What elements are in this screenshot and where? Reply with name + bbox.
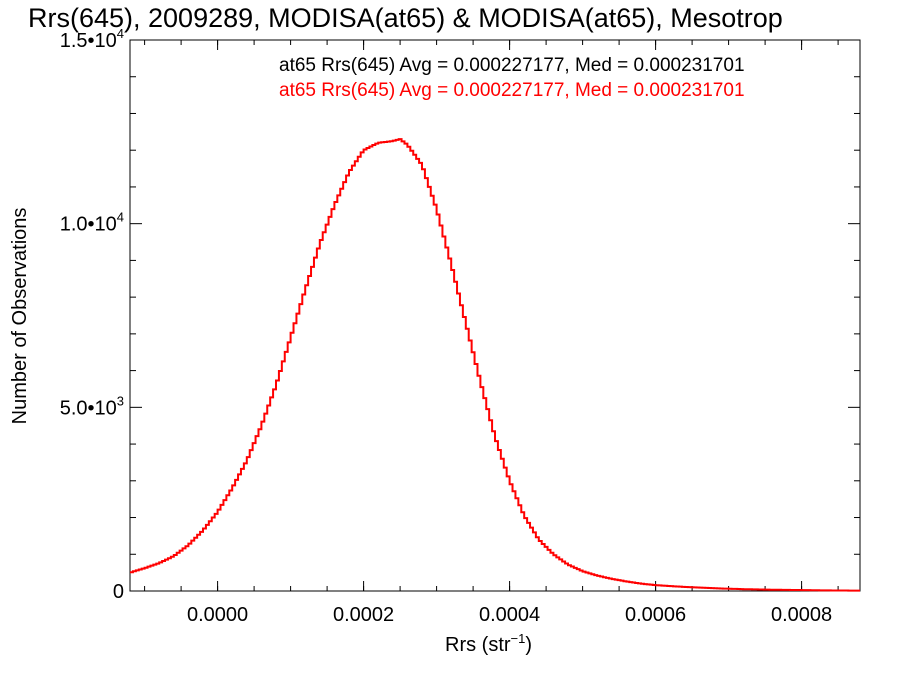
plot-frame bbox=[129, 39, 861, 592]
x-tick-label: 0.0006 bbox=[625, 604, 686, 626]
x-axis-label: Rrs (str−1) bbox=[445, 631, 532, 656]
y-tick-label-base: 0 bbox=[113, 581, 124, 603]
x-axis-label-exponent: −1 bbox=[511, 631, 526, 646]
y-tick-label-base: 5.0•10 bbox=[60, 397, 117, 419]
y-tick-label-base: 1.5•10 bbox=[60, 30, 117, 52]
y-tick-label-exponent: 4 bbox=[117, 26, 124, 41]
y-tick-label-exponent: 4 bbox=[117, 210, 124, 225]
y-tick-label: 1.0•104 bbox=[60, 210, 124, 236]
y-tick-label: 5.0•103 bbox=[60, 393, 124, 419]
histogram-series-line bbox=[130, 138, 860, 592]
x-axis-label-text: Rrs (str bbox=[445, 634, 511, 656]
legend-entry-1: at65 Rrs(645) Avg = 0.000227177, Med = 0… bbox=[279, 55, 745, 76]
legend-entry-2: at65 Rrs(645) Avg = 0.000227177, Med = 0… bbox=[279, 80, 745, 101]
y-tick-label-base: 1.0•10 bbox=[60, 214, 117, 236]
chart-title: Rrs(645), 2009289, MODISA(at65) & MODISA… bbox=[28, 3, 783, 33]
y-tick-label-exponent: 3 bbox=[117, 393, 124, 408]
y-axis-label: Number of Observations bbox=[9, 208, 31, 425]
x-axis: 0.0000 0.0002 0.0004 0.0006 0.0008 bbox=[144, 40, 839, 626]
x-axis-label-close: ) bbox=[525, 634, 532, 656]
x-tick-label: 0.0008 bbox=[771, 604, 832, 626]
x-tick-label: 0.0002 bbox=[333, 604, 394, 626]
y-tick-label: 1.5•104 bbox=[60, 26, 124, 52]
x-tick-label: 0.0000 bbox=[187, 604, 248, 626]
x-tick-label: 0.0004 bbox=[479, 604, 540, 626]
y-tick-label: 0 bbox=[113, 581, 124, 603]
